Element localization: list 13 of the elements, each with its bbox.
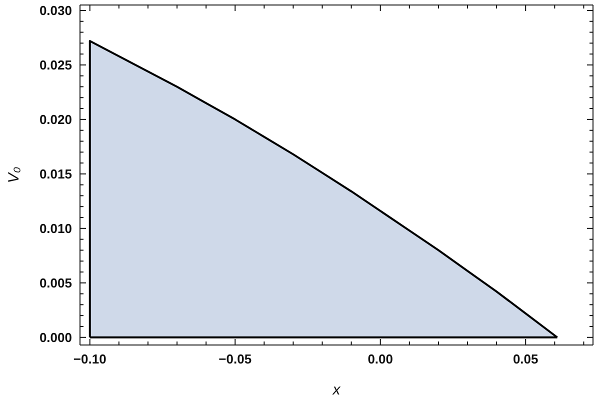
x-axis-title: x [332, 382, 340, 398]
y-tick-label: 0.005 [39, 275, 72, 290]
y-tick-label: 0.020 [39, 112, 72, 127]
y-tick-label: 0.015 [39, 166, 72, 182]
x-tick-label: 0.05 [512, 352, 538, 366]
y-tick-label: 0.025 [39, 57, 72, 72]
y-tick-label: 0.000 [39, 330, 72, 345]
x-tick-label: −0.05 [218, 352, 252, 366]
x-tick-label: 0.00 [368, 352, 394, 366]
y-tick-label: 0.010 [39, 220, 72, 236]
y-tick-label: 0.030 [39, 2, 72, 18]
x-tick-label: −0.10 [73, 352, 106, 366]
y-axis-title: V₀ [6, 166, 22, 184]
